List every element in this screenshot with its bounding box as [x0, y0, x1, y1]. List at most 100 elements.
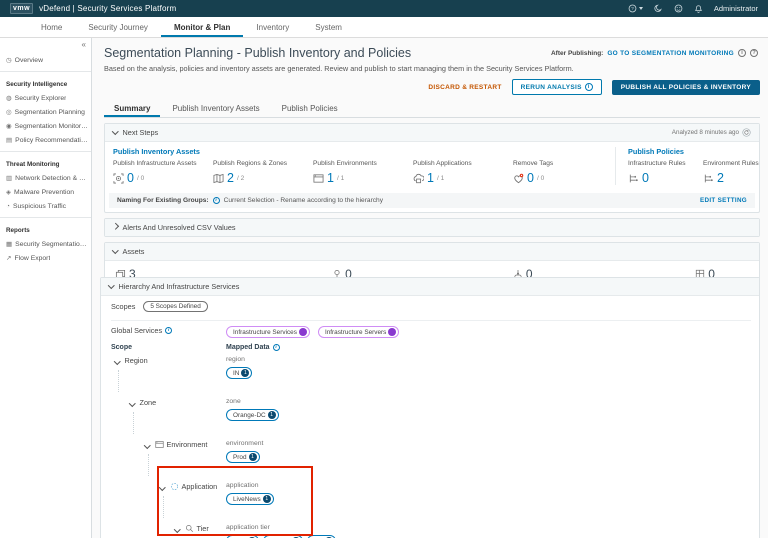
- chevron-down-icon[interactable]: [144, 442, 151, 449]
- stat-label: Publish Applications: [413, 160, 472, 167]
- alerts-header[interactable]: Alerts And Unresolved CSV Values: [105, 219, 759, 236]
- assets-title: Assets: [122, 247, 145, 256]
- sidebar-collapse-icon[interactable]: «: [81, 40, 86, 49]
- stat-value: 0: [642, 171, 649, 185]
- stat-label: Publish Environments: [313, 160, 377, 167]
- sidebar-item-policy-recommendations[interactable]: ▤ Policy Recommendations: [0, 133, 91, 147]
- mapped-label: region: [226, 356, 245, 363]
- go-to-segmentation-monitoring-link[interactable]: GO TO SEGMENTATION MONITORING: [607, 49, 734, 57]
- sidebar-item-security-segmentation-r[interactable]: ▦ Security Segmentation R...: [0, 237, 91, 251]
- analyzed-timestamp: Analyzed 8 minutes ago: [672, 128, 751, 137]
- stat-remove-tags: Remove Tags 0/ 0: [513, 160, 613, 185]
- notifications-bell-icon[interactable]: [694, 4, 703, 13]
- sidebar-item-label: Policy Recommendations: [15, 136, 89, 144]
- divider: [0, 151, 91, 152]
- assets-header[interactable]: Assets: [105, 243, 759, 261]
- sidebar-section-title: Reports: [6, 227, 30, 234]
- question-icon[interactable]: ?: [750, 49, 758, 57]
- tab-publish-inventory-assets[interactable]: Publish Inventory Assets: [172, 104, 260, 113]
- info-icon[interactable]: i: [165, 327, 173, 334]
- stat-label: Infrastructure Rules: [628, 160, 686, 167]
- policy-recommendations-icon: ▤: [6, 136, 13, 144]
- content-tabs: Summary Publish Inventory Assets Publish P…: [104, 101, 760, 118]
- feedback-smiley-icon[interactable]: [674, 4, 683, 13]
- asset-value: 0: [708, 267, 715, 281]
- sidebar-item-overview[interactable]: ◷ Overview: [0, 53, 91, 67]
- chevron-down-icon[interactable]: [129, 400, 136, 407]
- naming-value: Current Selection - Rename according to …: [223, 197, 384, 204]
- chevron-down-icon[interactable]: [174, 526, 181, 533]
- overview-icon: ◷: [6, 56, 12, 64]
- info-icon[interactable]: i: [212, 197, 220, 204]
- stat-value: 0: [527, 171, 534, 185]
- sidebar-item-flow-export[interactable]: ↗ Flow Export: [0, 251, 91, 265]
- help-icon[interactable]: ?: [628, 4, 643, 13]
- nav-monitor-plan[interactable]: Monitor & Plan: [161, 17, 243, 37]
- nav-security-journey[interactable]: Security Journey: [88, 22, 148, 32]
- rerun-analysis-button[interactable]: RERUN ANALYSIS i: [511, 79, 602, 95]
- badge: [298, 328, 307, 336]
- stat-total: / 1: [436, 174, 445, 182]
- tab-summary[interactable]: Summary: [104, 101, 160, 117]
- sidebar-section: Reports ▦ Security Segmentation R... ↗ Flow …: [0, 220, 91, 265]
- sidebar-item-suspicious-traffic[interactable]: ◔ Suspicious Traffic: [0, 199, 91, 213]
- rules-icon: [703, 173, 714, 184]
- tree-guide-line: [163, 496, 164, 518]
- chevron-down-icon[interactable]: [114, 358, 121, 365]
- nav-home[interactable]: Home: [41, 22, 63, 32]
- dark-mode-moon-icon[interactable]: [654, 4, 663, 13]
- stat-value: 2: [227, 171, 234, 185]
- asset-value: 0: [525, 267, 533, 281]
- info-icon[interactable]: i: [272, 344, 280, 351]
- naming-bar: Naming For Existing Groups: i Current Se…: [109, 193, 755, 208]
- tree-row-region: Region region IN 1: [111, 354, 751, 394]
- global-service-pill-infrastructure-servers[interactable]: Infrastructure Servers: [317, 326, 400, 338]
- nav-inventory[interactable]: Inventory: [256, 22, 290, 32]
- chevron-down-icon[interactable]: [159, 484, 166, 491]
- chevron-down-icon: [638, 7, 643, 10]
- segmentation-monitoring-icon: ◉: [6, 122, 12, 130]
- page-subtitle: Based on the analysis, policies and inve…: [104, 64, 574, 73]
- stat-infrastructure-rules: Infrastructure Rules 0: [628, 160, 703, 185]
- tab-publish-policies[interactable]: Publish Policies: [281, 104, 338, 113]
- next-steps-header[interactable]: Next Steps Analyzed 8 minutes ago: [105, 124, 759, 142]
- info-icon: i: [584, 83, 593, 91]
- product-title: vDefend | Security Services Platform: [39, 4, 177, 13]
- mapped-data-column-header: Mapped Data: [226, 344, 270, 351]
- tree-guide-line: [118, 370, 119, 392]
- rerun-analysis-label: RERUN ANALYSIS: [520, 83, 582, 91]
- divider: [0, 71, 91, 72]
- discard-restart-link[interactable]: DISCARD & RESTART: [428, 83, 502, 91]
- user-menu[interactable]: Administrator: [713, 4, 758, 13]
- analyzed-text: Analyzed 8 minutes ago: [671, 129, 739, 136]
- nav-system[interactable]: System: [315, 22, 342, 32]
- sidebar-item-segmentation-monitoring[interactable]: ◉ Segmentation Monitoring: [0, 119, 91, 133]
- edit-setting-link[interactable]: EDIT SETTING: [700, 197, 747, 204]
- vmware-logo[interactable]: vmw: [10, 3, 34, 14]
- remove-tags-icon: [513, 173, 524, 184]
- hierarchy-header[interactable]: Hierarchy And Infrastructure Services: [101, 278, 759, 296]
- sidebar-item-malware-prevention[interactable]: ◈ Malware Prevention: [0, 185, 91, 199]
- info-icon[interactable]: i: [738, 49, 746, 57]
- global-service-pill-infrastructure-services[interactable]: Infrastructure Services: [226, 326, 310, 338]
- mapped-pill-prod: Prod 1: [226, 451, 260, 463]
- publish-all-button[interactable]: PUBLISH ALL POLICIES & INVENTORY: [611, 79, 760, 95]
- mapped-label: zone: [226, 398, 241, 405]
- stat-total: / 2: [236, 174, 245, 182]
- hierarchy-card: Hierarchy And Infrastructure Services Sc…: [100, 277, 760, 538]
- topbar: vmw vDefend | Security Services Platform…: [0, 0, 768, 17]
- stat-publish-regions-zones: Publish Regions & Zones 2/ 2: [213, 160, 313, 185]
- sidebar-item-security-explorer[interactable]: ◍ Security Explorer: [0, 91, 91, 105]
- stat-total: / 0: [536, 174, 545, 182]
- sidebar-item-segmentation-planning[interactable]: ◎ Segmentation Planning: [0, 105, 91, 119]
- sidebar-item-network-detection-res[interactable]: ▥ Network Detection & Res...: [0, 171, 91, 185]
- svg-text:?: ?: [631, 6, 634, 12]
- refresh-icon[interactable]: [742, 128, 751, 137]
- applications-icon: [413, 173, 424, 184]
- tree-guide-line: [133, 412, 134, 434]
- sidebar-item-label: Security Segmentation R...: [15, 240, 89, 248]
- rules-icon: [628, 173, 639, 184]
- scopes-defined-pill[interactable]: 5 Scopes Defined: [143, 301, 208, 312]
- stat-label: Publish Regions & Zones: [213, 160, 288, 167]
